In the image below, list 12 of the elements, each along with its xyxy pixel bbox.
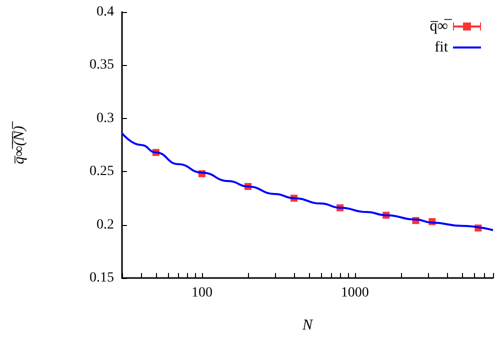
- x-axis-title: N: [301, 318, 314, 334]
- x-tick-label: 1000: [340, 286, 369, 300]
- y-axis-title: q̅∞̅(̅N̅)̅: [11, 120, 28, 164]
- y-tick-label: 0.25: [90, 164, 114, 180]
- y-tick-label: 0.15: [90, 270, 114, 286]
- legend-label: fit: [434, 40, 449, 56]
- y-tick-label: 0.2: [96, 217, 114, 232]
- x-tick-label: 100: [191, 286, 212, 300]
- y-tick-label: 0.4: [96, 4, 114, 20]
- legend-label: q̅∞̅: [430, 18, 452, 34]
- y-tick-label: 0.35: [90, 58, 114, 73]
- y-tick-label: 0.3: [96, 110, 114, 126]
